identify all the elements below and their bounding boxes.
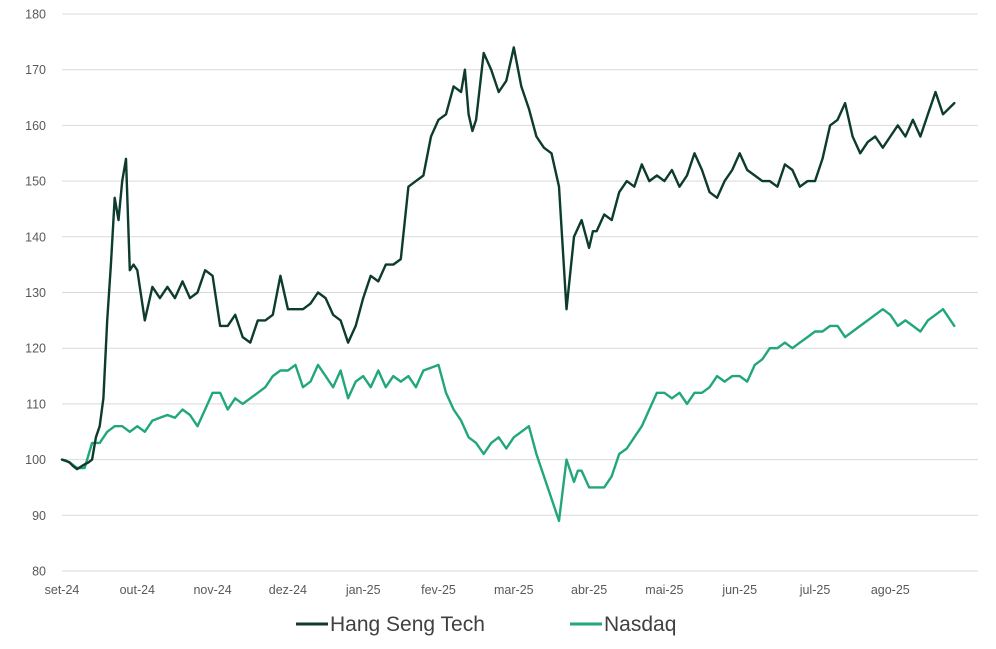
- x-tick-label: out-24: [120, 583, 155, 597]
- y-tick-label: 90: [32, 509, 46, 523]
- y-tick-label: 150: [25, 175, 46, 189]
- x-tick-label: nov-24: [193, 583, 231, 597]
- x-tick-label: abr-25: [571, 583, 607, 597]
- x-tick-label: ago-25: [871, 583, 910, 597]
- x-tick-label: mai-25: [645, 583, 683, 597]
- x-tick-label: dez-24: [269, 583, 307, 597]
- x-tick-label: jan-25: [345, 583, 381, 597]
- y-axis-tick-labels: 80 90 100 110 120 130 140 150 160 170 180: [25, 8, 46, 579]
- x-tick-label: fev-25: [421, 583, 456, 597]
- y-tick-label: 160: [25, 119, 46, 133]
- legend-label: Nasdaq: [604, 613, 676, 636]
- y-tick-label: 120: [25, 342, 46, 356]
- legend: Hang Seng Tech Nasdaq: [296, 613, 676, 636]
- y-tick-label: 170: [25, 63, 46, 77]
- x-tick-label: mar-25: [494, 583, 534, 597]
- series-line-nasdaq: [60, 308, 956, 523]
- y-tick-label: 140: [25, 230, 46, 244]
- gridlines: [62, 13, 978, 572]
- legend-label: Hang Seng Tech: [330, 613, 485, 636]
- x-tick-label: jun-25: [721, 583, 757, 597]
- series-line-hang-seng-tech: [60, 46, 956, 471]
- x-tick-label: jul-25: [799, 583, 831, 597]
- series-lines: [60, 46, 956, 523]
- x-tick-label: set-24: [45, 583, 80, 597]
- x-axis-tick-labels: set-24 out-24 nov-24 dez-24 jan-25 fev-25 mar-…: [45, 583, 910, 597]
- y-tick-label: 100: [25, 453, 46, 467]
- y-tick-label: 110: [26, 397, 46, 411]
- y-tick-label: 130: [25, 286, 46, 300]
- y-tick-label: 80: [32, 565, 46, 579]
- y-tick-label: 180: [25, 8, 46, 22]
